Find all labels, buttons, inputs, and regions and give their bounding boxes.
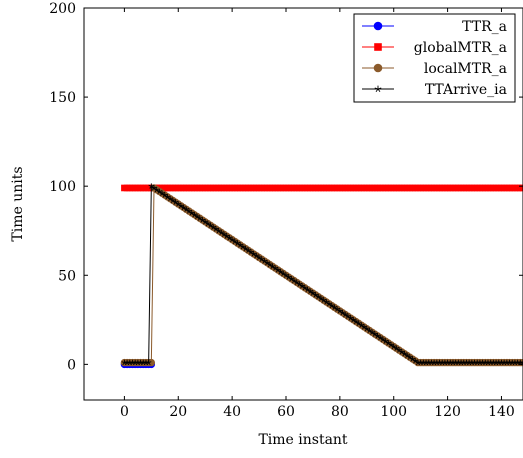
x-tick-label: 40 bbox=[223, 404, 241, 420]
y-tick-label: 50 bbox=[58, 268, 76, 284]
x-tick-label: 20 bbox=[169, 404, 187, 420]
x-tick-label: 100 bbox=[380, 404, 407, 420]
legend: TTR_a globalMTR_a localMTR_a TTArrive_ia bbox=[353, 13, 516, 103]
legend-label: globalMTR_a bbox=[414, 40, 507, 56]
legend-label: TTR_a bbox=[462, 19, 507, 35]
x-tick-label: 60 bbox=[277, 404, 295, 420]
axes-layer: 0 20 40 60 80 100 120 140 0 50 100 150 200 bbox=[49, 1, 523, 420]
series-localMTR_a bbox=[120, 184, 523, 367]
series-line bbox=[124, 187, 523, 364]
data-point bbox=[374, 43, 382, 51]
data-point bbox=[373, 21, 383, 31]
legend-item-TTR_a: TTR_a bbox=[362, 19, 507, 35]
legend-item-localMTR_a: localMTR_a bbox=[362, 61, 507, 77]
y-axis-label: Time units bbox=[10, 166, 26, 241]
data-point bbox=[519, 184, 523, 192]
series-TTArrive_ia bbox=[121, 183, 523, 366]
x-tick-label: 0 bbox=[120, 404, 129, 420]
x-tick-label: 80 bbox=[331, 404, 349, 420]
series-globalMTR_a bbox=[121, 184, 523, 192]
legend-item-globalMTR_a: globalMTR_a bbox=[362, 40, 507, 56]
series-layer bbox=[120, 183, 523, 369]
plot-frame bbox=[83, 7, 523, 401]
data-point bbox=[374, 85, 382, 93]
series-line bbox=[124, 185, 523, 364]
data-point bbox=[145, 359, 152, 366]
y-tick-label: 150 bbox=[49, 90, 76, 106]
y-tick-label: 200 bbox=[49, 1, 76, 17]
legend-label: TTArrive_ia bbox=[425, 82, 507, 98]
y-tick-label: 0 bbox=[67, 357, 76, 373]
x-axis-label: Time instant bbox=[258, 432, 347, 448]
x-tick-label: 120 bbox=[434, 404, 461, 420]
legend-label: localMTR_a bbox=[424, 61, 507, 77]
x-tick-label: 140 bbox=[488, 404, 515, 420]
data-point bbox=[373, 63, 383, 73]
legend-item-TTArrive_ia: TTArrive_ia bbox=[362, 82, 507, 98]
y-tick-label: 100 bbox=[49, 179, 76, 195]
